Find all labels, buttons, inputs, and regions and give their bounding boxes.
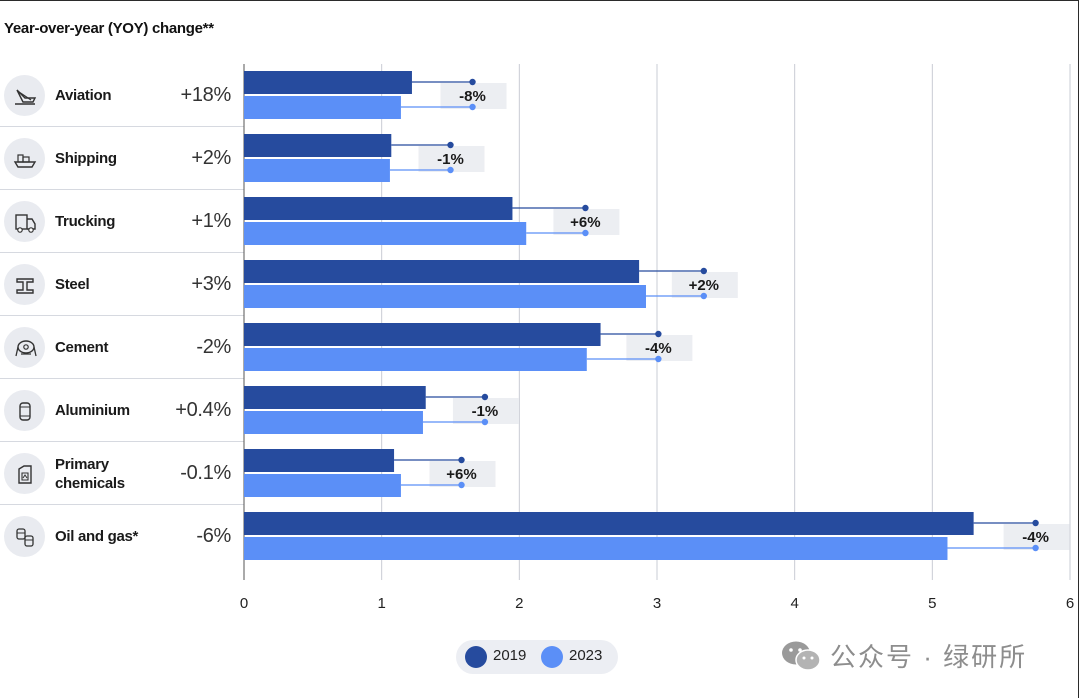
sector-yoy-change: +1% [191, 210, 231, 232]
sector-label: Oil and gas* [55, 528, 139, 545]
sector-label: Steel [55, 276, 90, 293]
x-tick-label: 0 [240, 595, 248, 612]
wechat-icon [782, 641, 821, 671]
sector-row: Trucking +1% [0, 190, 244, 253]
sector-label: Trucking [55, 213, 116, 230]
annotation-label: +6% [446, 466, 476, 483]
sector-row: Cement -2% [0, 316, 244, 379]
chemical-container-icon [4, 453, 45, 494]
marker-dot-2023 [458, 481, 465, 489]
x-tick-label: 6 [1066, 595, 1074, 612]
marker-dot-2019 [1032, 519, 1039, 527]
annotation-label: -8% [459, 88, 486, 105]
watermark-text: 公众号 · 绿研所 [830, 642, 1028, 672]
ship-icon [4, 138, 45, 179]
marker-dot-2019 [447, 141, 454, 149]
sector-label: Primary chemicals [55, 455, 125, 492]
bar-chart: -8% -1% +6% +2% -4% -1% +6% -4% 0 1 2 3 4 5 6 [240, 64, 1074, 612]
legend-swatch-2019 [465, 646, 487, 668]
legend-label-2019: 2019 [493, 647, 527, 664]
bar-2023 [244, 96, 401, 119]
marker-dot-2019 [481, 393, 489, 401]
marker-dot-2023 [469, 103, 476, 111]
bar-2019 [244, 323, 601, 346]
bar-2019 [244, 134, 392, 157]
marker-dot-2023 [582, 229, 589, 237]
marker-dot-2023 [1032, 544, 1039, 552]
annotation-label: +2% [689, 277, 719, 294]
watermark: 公众号 · 绿研所 [780, 637, 1027, 674]
bar-2023 [244, 537, 948, 560]
sector-yoy-change: +2% [191, 147, 231, 169]
sector-yoy-change: -6% [196, 525, 231, 547]
marker-dot-2023 [481, 418, 489, 426]
sector-label: Cement [55, 339, 109, 356]
sector-row: Aluminium +0.4% [0, 379, 244, 442]
x-tick-label: 4 [790, 595, 798, 612]
marker-dot-2019 [458, 456, 465, 464]
annotation-label: -1% [472, 403, 499, 420]
sector-label: Shipping [55, 150, 117, 167]
bar-2019 [244, 386, 426, 409]
bar-2019 [244, 197, 513, 220]
annotation-label: -4% [645, 340, 672, 357]
bar-2019 [244, 512, 974, 535]
sector-row: Steel +3% [0, 253, 244, 316]
sector-yoy-change: -2% [196, 336, 231, 358]
sector-row: Aviation +18% [0, 64, 244, 127]
aluminium-can-icon [4, 390, 45, 431]
sector-yoy-change: -0.1% [180, 462, 231, 484]
bar-2023 [244, 348, 587, 371]
oil-barrels-icon [4, 516, 45, 557]
bar-2023 [244, 159, 390, 182]
steel-beam-icon [4, 264, 45, 305]
legend: 2019 2023 [456, 640, 618, 674]
airplane-icon [4, 75, 45, 116]
sector-row: Oil and gas* -6% [0, 505, 244, 568]
sector-yoy-change: +0.4% [175, 399, 231, 421]
bar-2023 [244, 411, 423, 434]
x-tick-label: 2 [515, 595, 523, 612]
truck-icon [4, 201, 45, 242]
marker-dot-2023 [700, 292, 708, 300]
bar-2019 [244, 449, 395, 472]
x-tick-label: 3 [653, 595, 661, 612]
sector-yoy-change: +3% [191, 273, 231, 295]
marker-dot-2019 [655, 330, 662, 338]
marker-dot-2023 [447, 166, 454, 174]
annotation-label: -1% [437, 151, 464, 168]
marker-dot-2019 [582, 204, 589, 212]
marker-dot-2023 [655, 355, 662, 363]
annotation-label: +6% [570, 214, 600, 231]
bar-2023 [244, 222, 527, 245]
legend-label-2023: 2023 [569, 647, 603, 664]
bar-2019 [244, 260, 640, 283]
x-tick-label: 1 [377, 595, 385, 612]
marker-dot-2019 [469, 78, 476, 86]
sector-row: Primary chemicals -0.1% [0, 442, 244, 505]
bar-2019 [244, 71, 412, 94]
annotation-label: -4% [1022, 529, 1049, 546]
sector-yoy-change: +18% [180, 84, 231, 106]
marker-dot-2019 [700, 267, 708, 275]
bar-2023 [244, 285, 646, 308]
sector-row: Shipping +2% [0, 127, 244, 190]
bar-2023 [244, 474, 401, 497]
x-tick-label: 5 [928, 595, 936, 612]
chart-header: Year-over-year (YOY) change** [4, 20, 214, 37]
legend-swatch-2023 [541, 646, 563, 668]
sector-label: Aluminium [55, 402, 130, 419]
cement-mixer-icon [4, 327, 45, 368]
sector-label: Aviation [55, 87, 112, 104]
